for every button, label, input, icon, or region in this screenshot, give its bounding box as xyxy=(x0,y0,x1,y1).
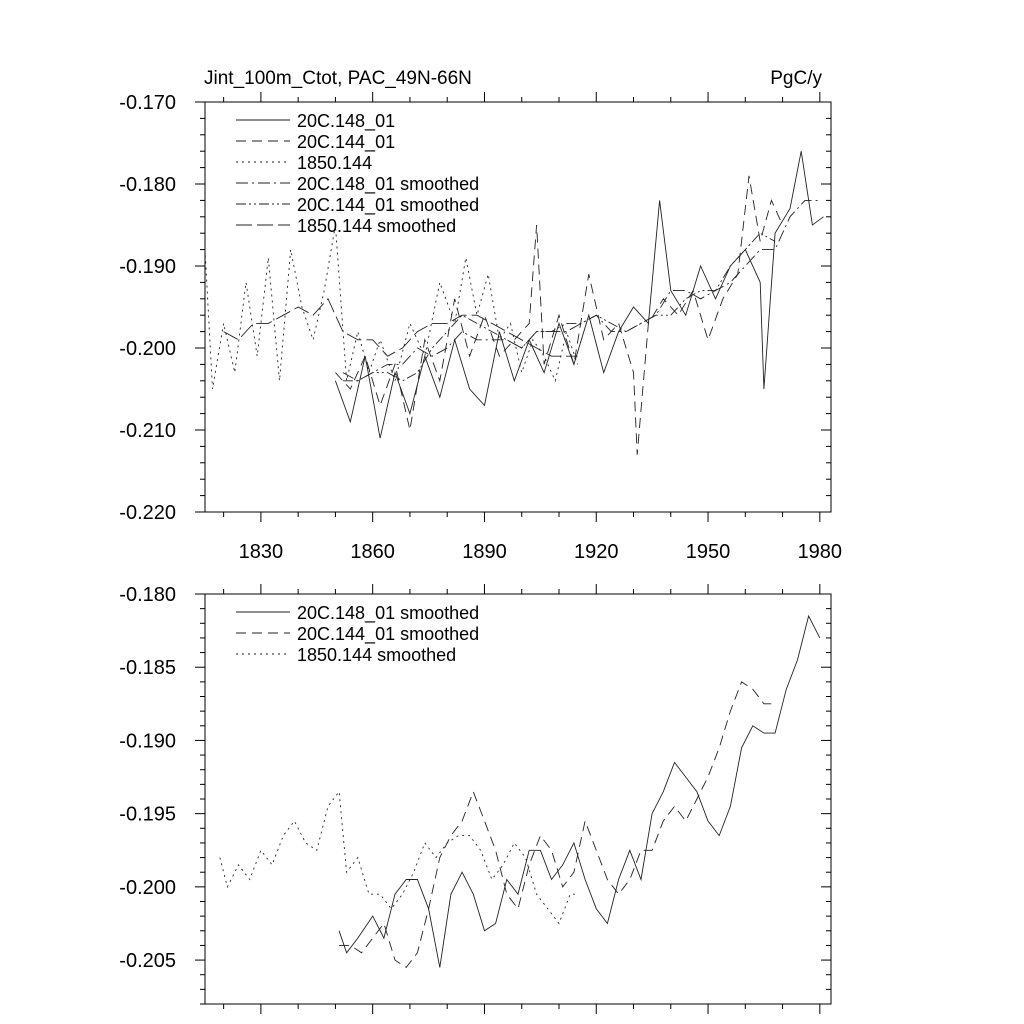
series-line-20c-148-01 xyxy=(334,151,824,439)
y-tick-label: -0.205 xyxy=(119,950,176,972)
y-tick-label: -0.185 xyxy=(119,657,176,679)
legend-label: 20C.144_01 xyxy=(297,132,395,153)
legend-label: 20C.144_01 smoothed xyxy=(297,195,479,216)
y-tick-label: -0.190 xyxy=(119,256,176,278)
plot-frame xyxy=(204,101,832,513)
series-line-1850-144-smoothed xyxy=(219,790,578,925)
bottom-panel: -0.205 -0.200 -0.195 -0.190 -0.185 -0.180 20C.… xyxy=(119,584,832,1014)
legend-label: 20C.148_01 xyxy=(297,111,395,132)
top-panel: Jint_100m_Ctot, PAC_49N-66N PgC/y 1830 18… xyxy=(119,68,842,563)
y-tick-label: -0.190 xyxy=(119,730,176,752)
legend-label: 1850.144 smoothed xyxy=(297,645,456,665)
x-tick-label: 1830 xyxy=(239,541,284,563)
top-panel-title: Jint_100m_Ctot, PAC_49N-66N xyxy=(204,68,472,89)
y-tick-label: -0.220 xyxy=(119,502,176,524)
series-group xyxy=(219,614,821,969)
x-tick-label: 1890 xyxy=(462,541,507,563)
series-line-20c-148-01-smoothed xyxy=(342,199,820,382)
series-line-1850-144-smoothed xyxy=(223,297,578,357)
x-tick-label: 1980 xyxy=(798,541,843,563)
legend-label: 20C.148_01 smoothed xyxy=(297,603,479,624)
x-tick-label: 1920 xyxy=(574,541,619,563)
series-line-20c-144-01-smoothed xyxy=(342,232,776,382)
y-tick-label: -0.200 xyxy=(119,877,176,899)
y-tick-label: -0.170 xyxy=(119,92,176,114)
legend-label: 20C.148_01 smoothed xyxy=(297,174,479,195)
series-group xyxy=(205,151,824,455)
legend-label: 1850.144 xyxy=(297,153,372,173)
y-tick-label: -0.210 xyxy=(119,420,176,442)
x-tick-label: 1860 xyxy=(350,541,395,563)
y-tick-label: -0.180 xyxy=(119,584,176,606)
legend-label: 20C.144_01 smoothed xyxy=(297,624,479,645)
series-line-20c-144-01 xyxy=(335,175,784,455)
y-tick-label: -0.200 xyxy=(119,338,176,360)
legend-label: 1850.144 smoothed xyxy=(297,216,456,236)
series-line-20c-144-01-smoothed xyxy=(339,681,772,969)
x-tick-label: 1950 xyxy=(686,541,731,563)
series-line-20c-148-01-smoothed xyxy=(338,614,821,968)
y-tick-label: -0.195 xyxy=(119,804,176,826)
y-tick-label: -0.180 xyxy=(119,174,176,196)
top-panel-units: PgC/y xyxy=(770,68,822,89)
